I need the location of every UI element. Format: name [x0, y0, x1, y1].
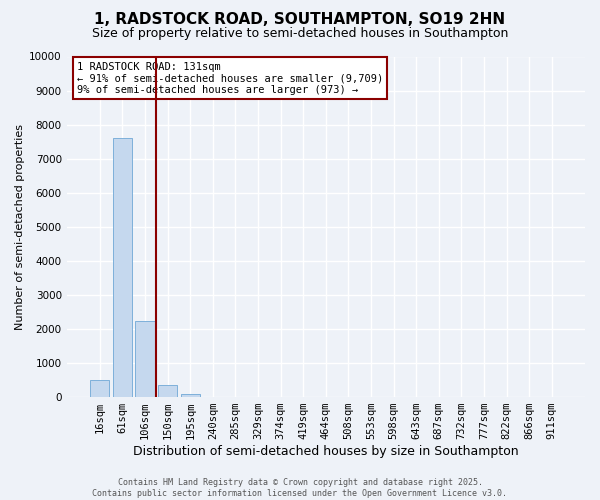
Bar: [90, 380, 109, 396]
Bar: [136, 320, 155, 396]
Text: Size of property relative to semi-detached houses in Southampton: Size of property relative to semi-detach…: [92, 28, 508, 40]
Bar: [181, 394, 200, 396]
Bar: [113, 138, 132, 396]
X-axis label: Distribution of semi-detached houses by size in Southampton: Distribution of semi-detached houses by …: [133, 444, 518, 458]
Text: 1, RADSTOCK ROAD, SOUTHAMPTON, SO19 2HN: 1, RADSTOCK ROAD, SOUTHAMPTON, SO19 2HN: [94, 12, 506, 28]
Text: Contains HM Land Registry data © Crown copyright and database right 2025.
Contai: Contains HM Land Registry data © Crown c…: [92, 478, 508, 498]
Text: 1 RADSTOCK ROAD: 131sqm
← 91% of semi-detached houses are smaller (9,709)
9% of : 1 RADSTOCK ROAD: 131sqm ← 91% of semi-de…: [77, 62, 383, 95]
Bar: [158, 384, 177, 396]
Y-axis label: Number of semi-detached properties: Number of semi-detached properties: [15, 124, 25, 330]
